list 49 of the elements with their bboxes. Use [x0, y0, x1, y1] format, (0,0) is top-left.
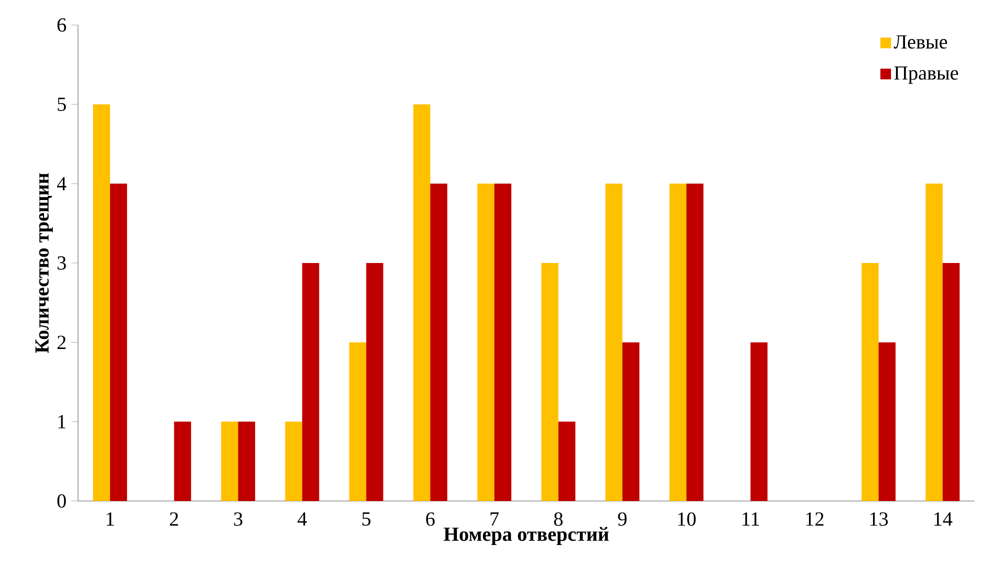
bar — [669, 184, 686, 501]
bar — [926, 184, 943, 501]
x-tick-label: 9 — [618, 512, 627, 526]
y-axis-title: Количество трещин — [35, 173, 53, 354]
x-tick-label: 12 — [806, 512, 824, 526]
bar — [541, 262, 558, 501]
bar — [221, 422, 238, 501]
bar — [494, 184, 512, 501]
x-tick-label: 5 — [362, 512, 370, 526]
y-tick-label: 0 — [57, 494, 66, 508]
y-tick-label: 5 — [58, 98, 66, 111]
bar — [302, 262, 320, 501]
x-tick-label: 13 — [870, 512, 888, 526]
bar — [862, 262, 879, 501]
bar — [750, 342, 768, 501]
bar — [366, 262, 384, 501]
x-tick-label: 1 — [106, 512, 114, 526]
x-tick-label: 3 — [234, 512, 242, 526]
bar — [238, 422, 256, 501]
bar — [558, 422, 576, 501]
legend-label: Левые — [894, 35, 948, 49]
y-tick-label: 4 — [57, 177, 66, 190]
y-tick-label: 3 — [58, 256, 66, 270]
x-tick-label: 8 — [554, 512, 563, 526]
bar — [349, 342, 366, 501]
bar — [605, 184, 622, 501]
x-tick-label: 6 — [426, 512, 435, 526]
legend-label: Правые — [894, 66, 958, 84]
x-tick-label: 4 — [298, 512, 307, 526]
x-axis-title: Номера отверстий — [444, 527, 609, 546]
bar — [622, 342, 640, 501]
bar — [413, 104, 430, 501]
bar — [686, 184, 704, 501]
x-tick-label: 14 — [934, 512, 952, 526]
x-tick-label: 10 — [678, 512, 696, 526]
bar — [430, 184, 448, 501]
y-tick-label: 6 — [57, 18, 66, 32]
y-tick-label: 2 — [58, 336, 66, 349]
x-tick-label: 2 — [170, 512, 178, 526]
bar — [878, 342, 896, 501]
bar — [477, 184, 494, 501]
bar — [110, 184, 128, 501]
bar — [174, 422, 192, 501]
bar — [93, 104, 110, 501]
bar — [942, 262, 960, 501]
y-tick-label: 1 — [58, 415, 66, 428]
bar — [285, 422, 302, 501]
x-tick-label: 7 — [490, 512, 499, 526]
x-tick-label: 11 — [742, 512, 759, 526]
